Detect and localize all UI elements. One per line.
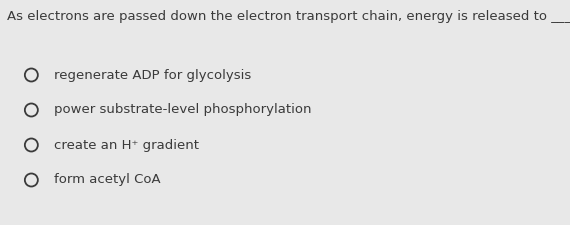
Text: regenerate ADP for glycolysis: regenerate ADP for glycolysis — [54, 68, 251, 81]
Text: form acetyl CoA: form acetyl CoA — [54, 173, 161, 187]
Text: power substrate-level phosphorylation: power substrate-level phosphorylation — [54, 104, 312, 117]
Text: As electrons are passed down the electron transport chain, energy is released to: As electrons are passed down the electro… — [7, 10, 570, 23]
Text: create an H⁺ gradient: create an H⁺ gradient — [54, 139, 199, 151]
